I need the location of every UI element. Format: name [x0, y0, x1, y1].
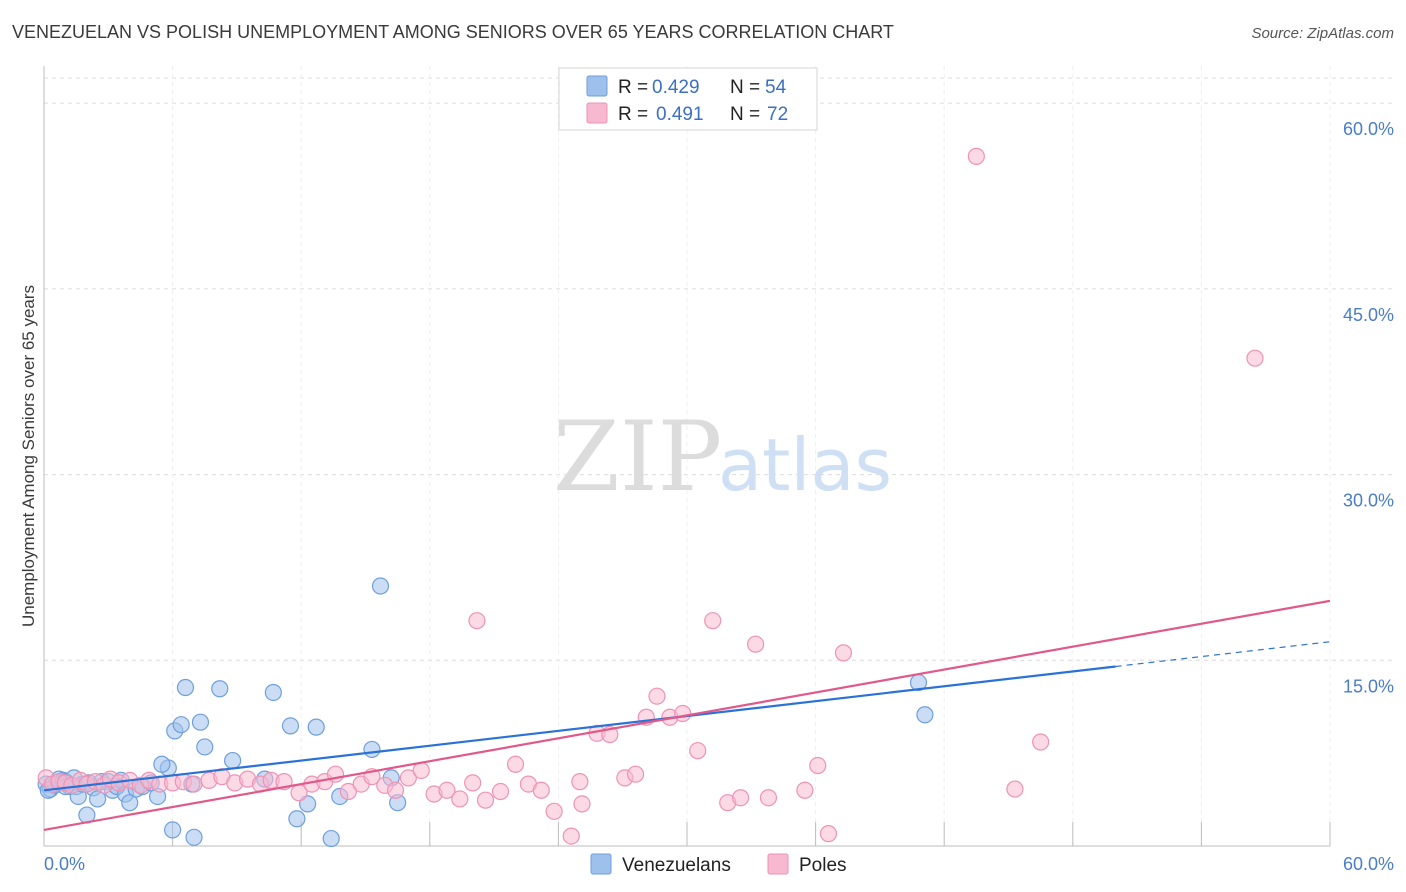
- venezuelan-point: [264, 683, 282, 702]
- bottom-legend-label-poles: Poles: [799, 855, 847, 876]
- watermark-zip: ZIP: [553, 401, 722, 513]
- legend-r-value-1: 0.491: [656, 104, 704, 125]
- y-tick-labels: 15.0% 30.0% 45.0% 60.0%: [1343, 119, 1394, 696]
- polish-point: [451, 790, 469, 808]
- chart-source: Source: ZipAtlas.com: [1251, 25, 1394, 42]
- polish-point: [571, 773, 589, 791]
- legend-n-label-1: N =: [730, 104, 760, 125]
- y-tick-label: 45.0%: [1343, 305, 1394, 325]
- y-axis-label: Unemployment Among Seniors over 65 years: [19, 285, 38, 627]
- polish-point: [532, 781, 550, 799]
- polish-point: [704, 612, 722, 630]
- venezuelan-point: [176, 678, 195, 697]
- venezuelans-trend-extension: [1115, 641, 1331, 668]
- venezuelan-point: [916, 706, 934, 724]
- legend-r-value-0: 0.429: [652, 77, 700, 98]
- polish-point: [731, 789, 750, 807]
- polish-point: [573, 795, 591, 813]
- top-legend: R = 0.429 N = 54 R = 0.491 N = 72: [558, 67, 818, 131]
- watermark: ZIP atlas: [553, 401, 892, 513]
- polish-point: [1246, 349, 1264, 367]
- polish-point: [468, 612, 486, 630]
- polish-point: [626, 765, 645, 783]
- legend-n-value-0: 54: [765, 77, 787, 98]
- polish-point: [689, 742, 707, 760]
- polish-point: [399, 769, 417, 787]
- polish-point: [746, 635, 765, 653]
- polish-point: [1006, 780, 1024, 798]
- legend-swatch-venezuelans: [586, 75, 608, 97]
- venezuelan-point: [191, 713, 210, 731]
- y-tick-label: 30.0%: [1343, 491, 1394, 511]
- venezuelan-point: [196, 738, 214, 756]
- polish-point: [339, 782, 357, 801]
- bottom-legend: Venezuelans Poles: [590, 853, 847, 876]
- polish-point: [819, 825, 838, 843]
- chart-title: VENEZUELAN VS POLISH UNEMPLOYMENT AMONG …: [12, 22, 894, 42]
- legend-r-label-0: R =: [618, 77, 648, 98]
- polish-point: [674, 704, 692, 723]
- bottom-legend-swatch-venezuelans: [590, 853, 612, 875]
- polish-point: [545, 802, 563, 820]
- venezuelan-point: [281, 717, 300, 735]
- venezuelan-point: [185, 828, 203, 846]
- polish-point: [491, 782, 510, 801]
- polish-point: [412, 761, 430, 780]
- venezuelan-point: [211, 680, 229, 698]
- polish-point: [506, 755, 525, 773]
- bottom-legend-swatch-poles: [767, 853, 789, 875]
- polish-point: [185, 775, 203, 793]
- watermark-atlas: atlas: [718, 423, 892, 507]
- legend-r-label-1: R =: [618, 104, 648, 125]
- poles-trend-line: [43, 599, 1331, 831]
- legend-n-label-0: N =: [730, 77, 760, 98]
- polish-point: [796, 781, 814, 799]
- polish-point: [759, 789, 778, 807]
- polish-point: [438, 781, 456, 799]
- venezuelan-point: [224, 751, 242, 770]
- venezuelan-point: [172, 716, 190, 734]
- poles-points: [37, 147, 1264, 845]
- legend-n-value-1: 72: [767, 104, 788, 125]
- polish-point: [464, 774, 482, 792]
- trend-lines: [43, 599, 1331, 831]
- polish-point: [967, 147, 985, 165]
- polish-point: [648, 687, 666, 705]
- polish-point: [562, 827, 580, 845]
- polish-point: [834, 644, 853, 662]
- legend-swatch-poles: [586, 102, 608, 124]
- bottom-legend-label-venezuelans: Venezuelans: [622, 855, 731, 876]
- venezuelan-point: [371, 577, 390, 595]
- venezuelan-point: [164, 821, 182, 839]
- venezuelans-trend-line: [43, 665, 1116, 792]
- x-tick-label-max: 60.0%: [1343, 854, 1394, 874]
- venezuelan-point: [363, 740, 381, 759]
- polish-point: [476, 791, 495, 809]
- venezuelan-point: [307, 718, 325, 736]
- venezuelan-point: [322, 829, 340, 848]
- polish-point: [1032, 733, 1050, 751]
- y-tick-label: 15.0%: [1343, 676, 1394, 696]
- polish-point: [386, 781, 405, 799]
- y-tick-label: 60.0%: [1343, 119, 1394, 139]
- venezuelan-point: [288, 810, 306, 828]
- polish-point: [809, 756, 827, 775]
- venezuelan-point: [153, 755, 171, 773]
- x-tick-label-min: 0.0%: [44, 854, 85, 874]
